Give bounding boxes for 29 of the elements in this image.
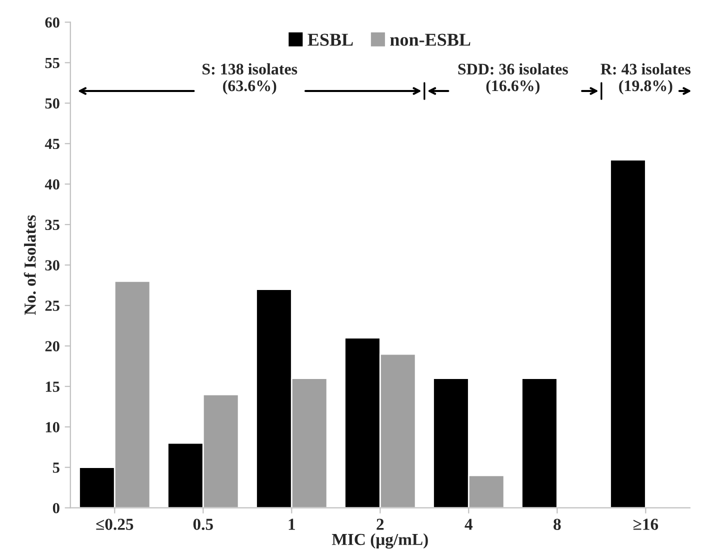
y-tick-label: 45 [44, 138, 60, 150]
y-tick-label: 0 [52, 502, 60, 514]
bar [610, 159, 646, 508]
x-axis-title: MIC (μg/mL) [332, 533, 428, 549]
annotation: R: 43 isolates (19.8%) [600, 63, 691, 94]
x-tick-label: 2 [376, 518, 384, 530]
y-tick-label: 5 [52, 462, 60, 473]
annotation: SDD: 36 isolates (16.6%) [458, 63, 568, 94]
legend-label: non-ESBL [390, 34, 470, 46]
y-tick-label: 55 [45, 58, 60, 68]
y-tick-label: 25 [45, 300, 60, 311]
annotation: S: 138 isolates (63.6%) [202, 63, 298, 94]
x-tick-label: ≤0.25 [96, 518, 134, 530]
x-tick-label: ≥16 [633, 518, 658, 530]
legend-label: ESBL [308, 34, 353, 46]
y-tick-label: 50 [45, 98, 60, 109]
y-axis-title: No. of Isolates [24, 215, 36, 315]
y-tick-label: 15 [46, 382, 60, 392]
bar [521, 378, 558, 508]
y-tick-label: 20 [45, 341, 60, 352]
x-tick-label: 1 [288, 518, 295, 530]
x-tick-label: 8 [554, 518, 561, 530]
y-tick-label: 60 [45, 17, 60, 28]
y-tick-label: 40 [44, 179, 60, 190]
y-tick-label: 10 [46, 422, 60, 432]
y-tick-label: 35 [45, 220, 60, 230]
x-tick-label: 4 [464, 518, 473, 530]
x-tick-label: 0.5 [193, 518, 213, 530]
y-tick-label: 30 [45, 260, 60, 270]
